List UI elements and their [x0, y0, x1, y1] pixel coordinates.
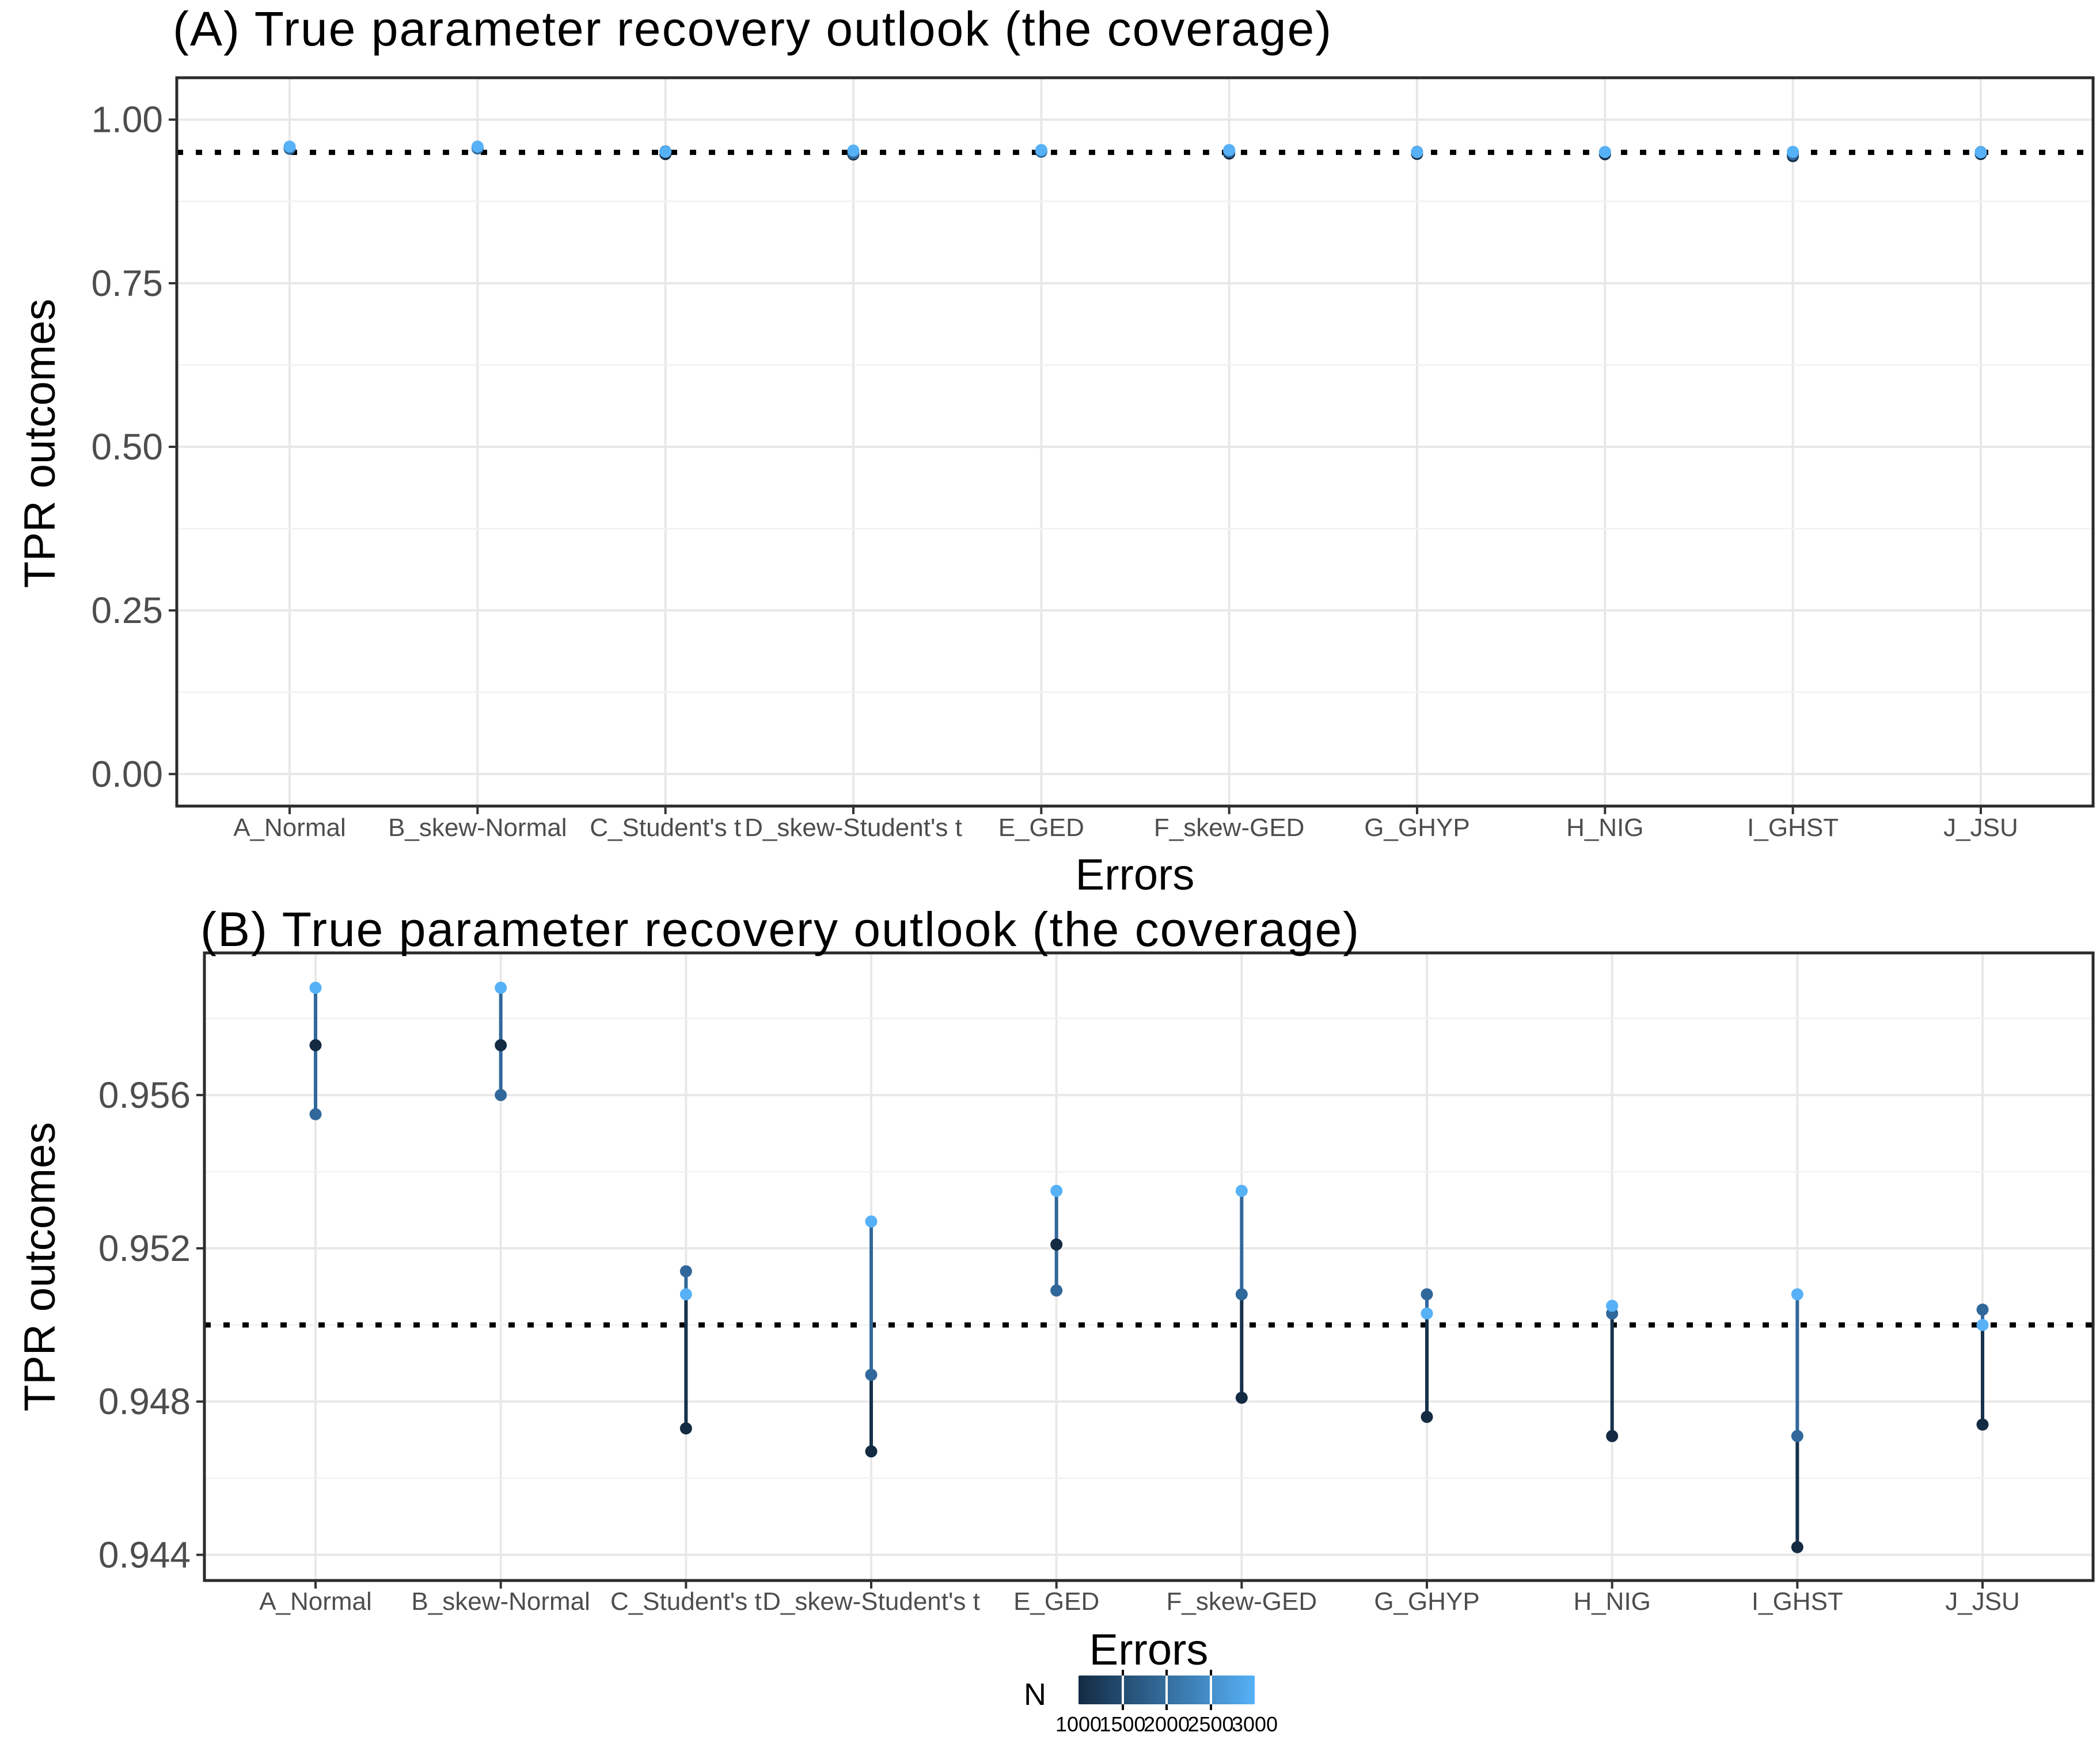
x-tick-label: D_skew-Student's t — [762, 1587, 980, 1616]
x-tick-label: B_skew-Normal — [411, 1587, 590, 1616]
x-tick-label: G_GHYP — [1374, 1587, 1479, 1616]
y-tick-label: 0.944 — [98, 1534, 191, 1575]
legend-tick-stub — [1209, 1670, 1212, 1676]
legend-tick-stub — [1209, 1704, 1212, 1710]
data-point — [1050, 1184, 1063, 1197]
legend-tick-line — [1209, 1676, 1212, 1704]
x-tick-label: H_NIG — [1566, 814, 1643, 842]
y-tick-label: 0.948 — [98, 1381, 191, 1422]
data-point — [1235, 1184, 1248, 1197]
data-point — [847, 145, 860, 157]
panel-a-title: (A) True parameter recovery outlook (the… — [173, 2, 1333, 56]
data-point — [1050, 1284, 1063, 1297]
x-tick-label: J_JSU — [1945, 1587, 2020, 1616]
data-point — [1050, 1238, 1063, 1251]
panel-b-title: (B) True parameter recovery outlook (the… — [200, 902, 1361, 956]
panel-a-y-axis-title: TPR outcomes — [16, 298, 64, 588]
data-point — [309, 1108, 322, 1120]
panel-a-x-axis-title: Errors — [1075, 850, 1195, 899]
data-point — [865, 1369, 878, 1381]
data-point — [659, 146, 672, 158]
y-tick-label: 1.00 — [91, 99, 163, 140]
x-tick-label: J_JSU — [1943, 814, 2018, 842]
data-point — [1235, 1392, 1248, 1404]
legend-tick-label: 2500 — [1187, 1712, 1234, 1736]
panel-border — [175, 76, 2095, 808]
data-point — [865, 1445, 878, 1458]
y-tick-label: 0.956 — [98, 1074, 191, 1116]
y-tick-label: 0.50 — [91, 426, 163, 468]
y-tick-label: 0.00 — [91, 753, 163, 795]
data-point — [1976, 1304, 1989, 1316]
x-tick-label: I_GHST — [1747, 814, 1839, 842]
legend-tick-line — [1165, 1676, 1168, 1704]
panel-b-y-axis-title: TPR outcomes — [16, 1122, 64, 1412]
legend-tick-stub — [1165, 1704, 1168, 1710]
x-tick-label: C_Student's t — [610, 1587, 762, 1616]
x-tick-label: F_skew-GED — [1154, 814, 1305, 842]
data-point — [1421, 1288, 1433, 1301]
data-point — [495, 1089, 507, 1101]
data-point — [1976, 1319, 1989, 1331]
data-point — [1974, 146, 1987, 159]
legend-tick-stub — [1121, 1704, 1124, 1710]
legend-tick-stub — [1121, 1670, 1124, 1676]
data-point — [679, 1422, 692, 1435]
data-point — [865, 1215, 878, 1228]
legend-tick-label: 1500 — [1099, 1712, 1146, 1736]
data-point — [679, 1288, 692, 1301]
y-tick-label: 0.75 — [91, 263, 163, 304]
x-tick-label: I_GHST — [1752, 1587, 1843, 1616]
panel-b-x-axis-title: Errors — [1089, 1625, 1209, 1674]
data-point — [1791, 1541, 1803, 1553]
legend-tick-line — [1121, 1676, 1124, 1704]
data-point — [679, 1265, 692, 1278]
panel-border — [203, 951, 2095, 1582]
x-tick-label: E_GED — [998, 814, 1084, 842]
data-point — [1606, 1430, 1619, 1442]
data-point — [1791, 1430, 1803, 1442]
x-tick-label: A_Normal — [259, 1587, 372, 1616]
data-point — [1235, 1288, 1248, 1301]
data-point — [309, 982, 322, 994]
x-tick-label: E_GED — [1013, 1587, 1099, 1616]
data-point — [1421, 1307, 1433, 1320]
y-tick-label: 0.25 — [91, 590, 163, 631]
legend-title: N — [1024, 1677, 1046, 1712]
data-point — [1411, 146, 1423, 158]
x-tick-label: F_skew-GED — [1167, 1587, 1317, 1616]
x-tick-label: B_skew-Normal — [388, 814, 567, 842]
x-tick-label: C_Student's t — [590, 814, 741, 842]
y-tick-label: 0.952 — [98, 1228, 191, 1269]
legend-tick-label: 3000 — [1231, 1712, 1278, 1736]
legend-tick-label: 1000 — [1055, 1712, 1102, 1736]
data-point — [1791, 1288, 1803, 1301]
data-point — [495, 982, 507, 994]
legend-tick-stub — [1165, 1670, 1168, 1676]
data-point — [471, 140, 484, 153]
data-point — [1976, 1418, 1989, 1431]
x-tick-label: D_skew-Student's t — [745, 814, 962, 842]
data-point — [1606, 1300, 1619, 1312]
data-point — [1035, 144, 1047, 157]
data-point — [1223, 144, 1236, 157]
data-point — [1787, 146, 1799, 158]
data-point — [1421, 1411, 1433, 1423]
x-tick-label: H_NIG — [1573, 1587, 1650, 1616]
data-point — [309, 1039, 322, 1051]
x-tick-label: A_Normal — [233, 814, 346, 842]
data-point — [1598, 146, 1611, 158]
x-tick-label: G_GHYP — [1364, 814, 1469, 842]
data-point — [283, 140, 296, 153]
legend-tick-label: 2000 — [1143, 1712, 1190, 1736]
data-point — [495, 1039, 507, 1051]
